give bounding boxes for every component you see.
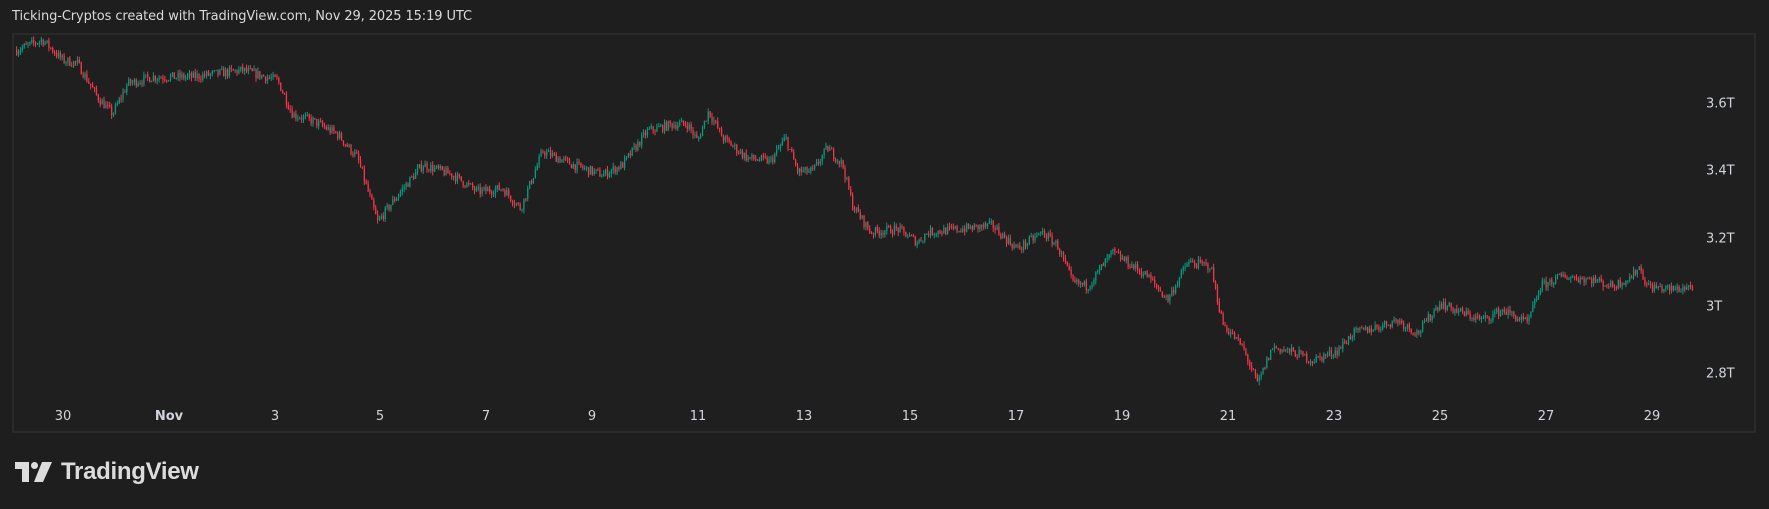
time-axis-label: 30 [54,409,72,424]
time-axis-label: 3 [270,409,280,424]
price-axis-label: 3.2T [1706,231,1735,247]
price-axis-label: 3.4T [1706,163,1735,179]
time-axis-label: 15 [901,409,919,424]
price-axis-label: 2.8T [1706,366,1735,382]
time-axis-label: 19 [1113,409,1131,424]
time-axis-label: 29 [1643,409,1661,424]
time-axis-label: 27 [1537,409,1555,424]
time-axis-label: 17 [1007,409,1025,424]
chart-frame[interactable]: 3.6T 3.4T 3.2T 3T 2.8T 30 Nov 3 5 7 9 11 13 15 17 19 21… [12,33,1756,433]
tradingview-logo[interactable]: TradingView [15,458,199,486]
time-axis-label: Nov [154,409,184,424]
time-axis-label: 9 [587,409,597,424]
tradingview-logo-icon [15,462,52,482]
time-axis-label: 21 [1219,409,1237,424]
time-axis-label: 5 [375,409,385,424]
time-axis-label: 25 [1431,409,1449,424]
price-axis-label: 3T [1706,299,1723,315]
tradingview-logo-text: TradingView [61,458,199,485]
time-axis-label: 23 [1325,409,1343,424]
time-axis-label: 13 [795,409,813,424]
candlestick-plot[interactable] [14,35,1758,435]
chart-attribution: Ticking-Cryptos created with TradingView… [12,9,472,24]
price-axis-label: 3.6T [1706,96,1735,112]
time-axis-label: 7 [481,409,491,424]
time-axis-label: 11 [689,409,707,424]
